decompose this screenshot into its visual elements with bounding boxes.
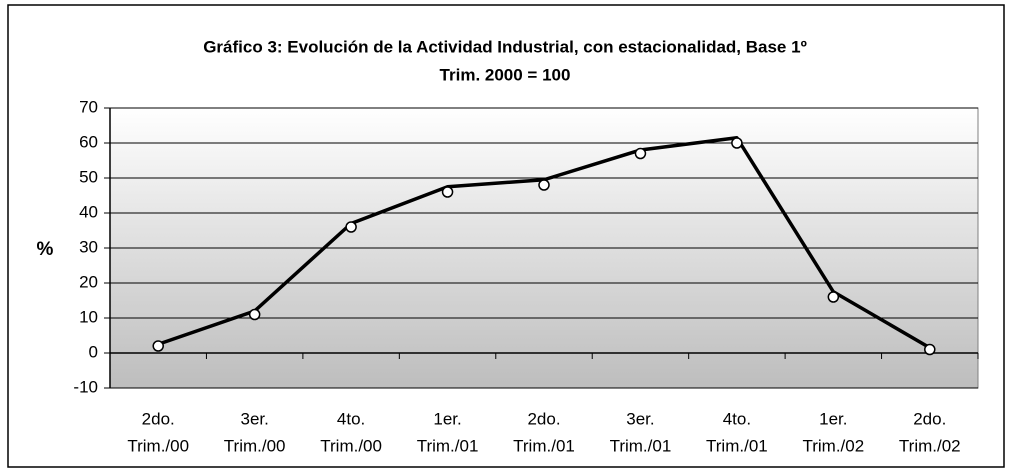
y-tick-label: 0 xyxy=(89,342,98,361)
x-tick-label: Trim./00 xyxy=(224,436,286,455)
data-point xyxy=(152,340,164,352)
x-tick-label: 2do. xyxy=(142,409,175,428)
chart-title: Gráfico 3: Evolución de la Actividad Ind… xyxy=(203,37,807,56)
data-point xyxy=(731,137,743,149)
x-tick-label: 1er. xyxy=(819,409,847,428)
x-tick-label: 4to. xyxy=(723,409,751,428)
y-tick-label: 60 xyxy=(79,132,98,151)
x-tick-label: Trim./01 xyxy=(417,436,479,455)
x-tick-label: 1er. xyxy=(433,409,461,428)
x-tick-label: 4to. xyxy=(337,409,365,428)
y-axis-label: % xyxy=(37,239,54,260)
x-tick-label: Trim./01 xyxy=(610,436,672,455)
x-tick-label: Trim./02 xyxy=(802,436,864,455)
data-point xyxy=(538,179,550,191)
x-tick-label: Trim./01 xyxy=(513,436,575,455)
x-tick-label: Trim./00 xyxy=(127,436,189,455)
x-tick-label: 2do. xyxy=(527,409,560,428)
x-tick-label: Trim./02 xyxy=(899,436,961,455)
data-point xyxy=(634,147,647,160)
y-tick-label: -10 xyxy=(73,377,98,396)
y-tick-label: 50 xyxy=(79,167,98,186)
data-point xyxy=(827,291,840,303)
x-tick-label: 3er. xyxy=(626,409,654,428)
x-tick-label: 3er. xyxy=(240,409,268,428)
data-point xyxy=(345,221,357,233)
x-tick-label: 2do. xyxy=(913,409,946,428)
chart-title: Trim. 2000 = 100 xyxy=(440,65,571,84)
y-tick-label: 30 xyxy=(79,237,98,256)
x-tick-label: Trim./00 xyxy=(320,436,382,455)
y-tick-label: 20 xyxy=(79,272,98,291)
x-tick-label: Trim./01 xyxy=(706,436,768,455)
data-point xyxy=(924,343,936,356)
data-point xyxy=(441,186,454,198)
y-tick-label: 10 xyxy=(79,307,98,326)
data-point xyxy=(248,308,261,321)
y-tick-label: 70 xyxy=(79,97,98,116)
y-tick-label: 40 xyxy=(79,202,98,221)
